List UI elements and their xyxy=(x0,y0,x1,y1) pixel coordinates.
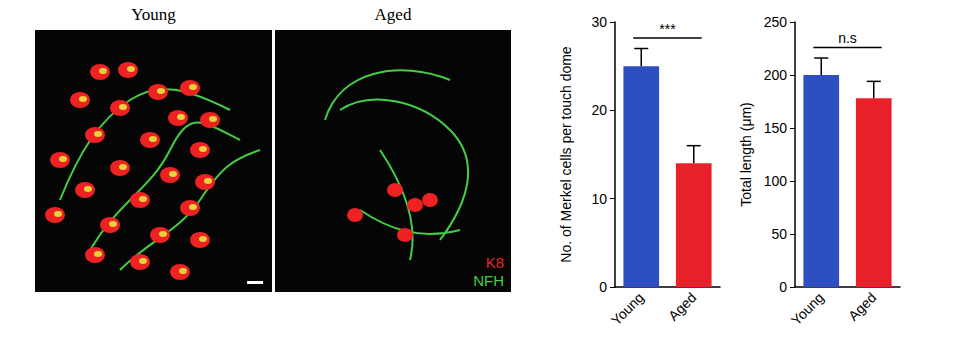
svg-text:Young: Young xyxy=(131,5,176,24)
svg-text:200: 200 xyxy=(764,67,788,83)
svg-text:150: 150 xyxy=(764,120,788,136)
svg-text:250: 250 xyxy=(764,14,788,30)
svg-text:n.s: n.s xyxy=(838,30,857,46)
svg-text:0: 0 xyxy=(779,279,787,295)
svg-text:10: 10 xyxy=(591,191,607,207)
svg-text:100: 100 xyxy=(764,173,788,189)
svg-text:20: 20 xyxy=(591,102,607,118)
svg-text:Young: Young xyxy=(608,289,647,328)
svg-text:0: 0 xyxy=(599,279,607,295)
svg-text:No. of Merkel cells per touch: No. of Merkel cells per touch dome xyxy=(558,46,574,263)
svg-text:30: 30 xyxy=(591,14,607,30)
svg-text:50: 50 xyxy=(771,226,787,242)
svg-text:K8: K8 xyxy=(486,254,504,271)
svg-text:Aged: Aged xyxy=(375,5,412,24)
svg-text:***: *** xyxy=(659,21,676,37)
svg-text:Aged: Aged xyxy=(845,289,879,323)
svg-text:Young: Young xyxy=(788,289,827,328)
svg-text:Aged: Aged xyxy=(665,289,699,323)
svg-text:NFH: NFH xyxy=(473,272,504,289)
svg-text:Total length (μm): Total length (μm) xyxy=(738,102,754,207)
